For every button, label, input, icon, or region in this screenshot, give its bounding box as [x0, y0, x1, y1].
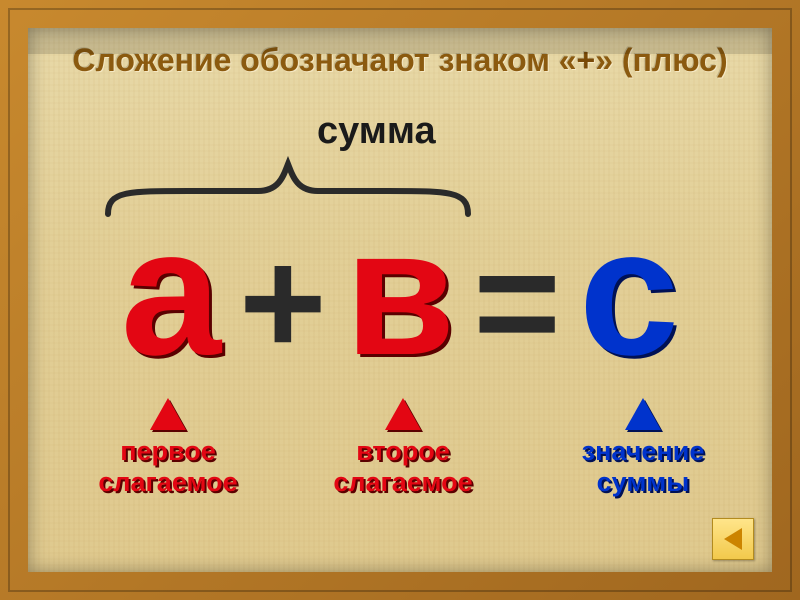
equals-operator: =: [473, 227, 561, 377]
arrow-up-icon: [385, 398, 421, 430]
annotation-label: первое слагаемое: [73, 436, 263, 498]
triangle-left-icon: [724, 528, 742, 550]
equation: а + в = с: [28, 203, 772, 383]
arrow-up-icon: [150, 398, 186, 430]
plus-operator: +: [239, 227, 327, 377]
slide-canvas: Сложение обозначают знаком «+» (плюс) су…: [28, 28, 772, 572]
back-button[interactable]: [712, 518, 754, 560]
annotation-label: значение суммы: [548, 436, 738, 498]
annotation-sum-value: значение суммы: [548, 398, 738, 498]
sum-label: сумма: [317, 110, 436, 153]
annotations: первое слагаемое второе слагаемое значен…: [28, 398, 772, 528]
annotation-second-addend: второе слагаемое: [308, 398, 498, 498]
annotation-first-addend: первое слагаемое: [73, 398, 263, 498]
term-a: а: [121, 203, 221, 383]
title-plus-sign: +: [577, 42, 596, 78]
wooden-frame: Сложение обозначают знаком «+» (плюс) су…: [0, 0, 800, 600]
slide-title: Сложение обозначают знаком «+» (плюс): [28, 42, 772, 79]
arrow-up-icon: [625, 398, 661, 430]
term-c: с: [579, 203, 679, 383]
annotation-label: второе слагаемое: [308, 436, 498, 498]
title-text-after: » (плюс): [595, 42, 727, 78]
term-b: в: [345, 203, 456, 383]
title-text-before: Сложение обозначают знаком «: [72, 42, 576, 78]
